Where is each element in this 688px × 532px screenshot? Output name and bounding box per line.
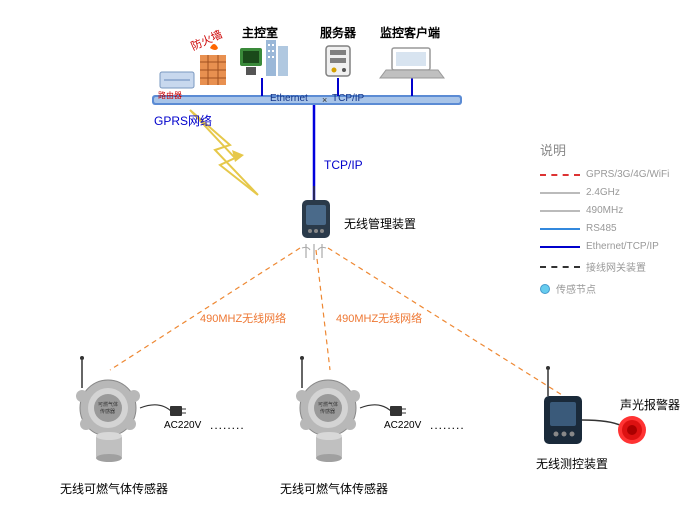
legend-row: GPRS/3G/4G/WiFi	[540, 169, 680, 180]
legend-row: Ethernet/TCP/IP	[540, 241, 680, 252]
net490-right-label: 490MHZ无线网络	[336, 310, 422, 326]
tcpip-link-label: TCP/IP	[324, 158, 363, 172]
legend-row: 传感节点	[540, 281, 680, 296]
alarm-label: 声光报警器	[620, 396, 680, 413]
laptop-icon	[380, 48, 444, 78]
ac2-label: AC220V	[384, 420, 421, 431]
net490-left-label: 490MHZ无线网络	[200, 310, 286, 326]
legend-row: 2.4GHz	[540, 187, 680, 198]
link-490-mid	[316, 250, 330, 370]
tcpip-bar-label: TCP/IP	[332, 93, 364, 104]
router-label: 路由器	[158, 90, 182, 101]
sensor-2-icon: 可燃气体 传感器	[296, 356, 360, 462]
dots2: ........	[430, 418, 465, 432]
svg-text:传感器: 传感器	[320, 408, 335, 415]
control-room-icon	[240, 40, 288, 76]
wireless-ctrl-label: 无线测控装置	[536, 455, 608, 472]
ac1-label: AC220V	[164, 420, 201, 431]
legend-row: 490MHz	[540, 205, 680, 216]
legend-row: 接线网关装置	[540, 259, 680, 274]
svg-text:可燃气体: 可燃气体	[98, 401, 118, 408]
plug-2-icon	[390, 406, 402, 416]
svg-text:×: ×	[322, 95, 327, 105]
svg-text:传感器: 传感器	[100, 408, 115, 415]
firewall-icon	[200, 44, 226, 85]
control-room-label: 主控室	[242, 24, 278, 41]
plug-1-icon	[170, 406, 182, 416]
svg-text:可燃气体: 可燃气体	[318, 401, 338, 408]
wireless-control-icon	[544, 366, 582, 444]
link-490-left	[110, 248, 300, 370]
ethernet-bar-label: Ethernet	[270, 93, 308, 104]
legend: 说明 GPRS/3G/4G/WiFi 2.4GHz 490MHz RS485 Ether…	[540, 140, 680, 303]
legend-row: RS485	[540, 223, 680, 234]
sensor2-label: 无线可燃气体传感器	[280, 480, 388, 497]
sensor1-label: 无线可燃气体传感器	[60, 480, 168, 497]
wireless-mgr-label: 无线管理装置	[344, 215, 416, 232]
wireless-manager-icon	[302, 186, 330, 260]
client-label: 监控客户端	[380, 24, 440, 41]
gprs-label: GPRS网络	[154, 112, 212, 129]
server-label: 服务器	[320, 24, 356, 41]
legend-title: 说明	[540, 140, 680, 159]
sensor-1-icon: 可燃气体 传感器	[76, 356, 140, 462]
server-icon	[326, 46, 350, 76]
dots1: ........	[210, 418, 245, 432]
